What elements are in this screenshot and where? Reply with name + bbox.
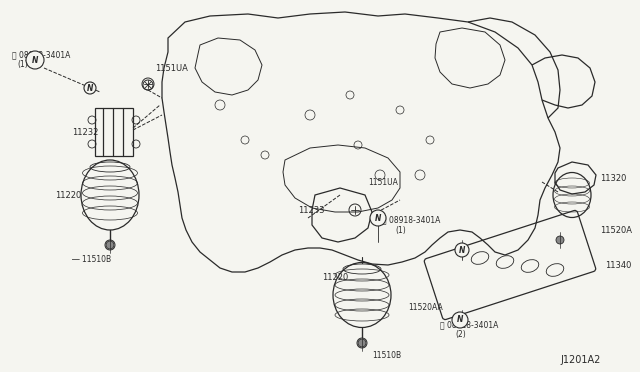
Text: N: N: [457, 315, 463, 324]
Text: 11510B: 11510B: [372, 350, 401, 359]
Circle shape: [106, 241, 114, 249]
Text: J1201A2: J1201A2: [560, 355, 600, 365]
Text: 11220: 11220: [55, 190, 81, 199]
Text: Ⓝ 08918-3401A: Ⓝ 08918-3401A: [382, 215, 440, 224]
Text: (2): (2): [455, 330, 466, 340]
Text: 11520AA: 11520AA: [408, 304, 443, 312]
Circle shape: [455, 243, 469, 257]
Circle shape: [556, 236, 564, 244]
Text: N: N: [459, 246, 465, 254]
Text: N: N: [375, 214, 381, 222]
Text: 11520A: 11520A: [600, 225, 632, 234]
Text: 1151UA: 1151UA: [155, 64, 188, 73]
Text: (1): (1): [17, 60, 28, 68]
Circle shape: [84, 82, 96, 94]
Circle shape: [370, 210, 386, 226]
Text: 11233: 11233: [298, 205, 324, 215]
Text: N: N: [87, 83, 93, 93]
Text: 1151UA: 1151UA: [368, 177, 398, 186]
Circle shape: [458, 314, 466, 322]
Text: N: N: [32, 55, 38, 64]
Text: ― 11510B: ― 11510B: [72, 256, 111, 264]
Text: (1): (1): [395, 225, 406, 234]
Text: 11320: 11320: [600, 173, 627, 183]
Text: 11220: 11220: [322, 273, 348, 282]
Circle shape: [358, 339, 366, 347]
Circle shape: [452, 312, 468, 328]
Text: 11232: 11232: [72, 128, 99, 137]
Circle shape: [26, 51, 44, 69]
Circle shape: [458, 244, 466, 252]
Text: Ⓝ 08918-3401A: Ⓝ 08918-3401A: [440, 321, 499, 330]
Text: Ⓝ 08918-3401A: Ⓝ 08918-3401A: [12, 51, 70, 60]
Text: 11340: 11340: [605, 260, 632, 269]
